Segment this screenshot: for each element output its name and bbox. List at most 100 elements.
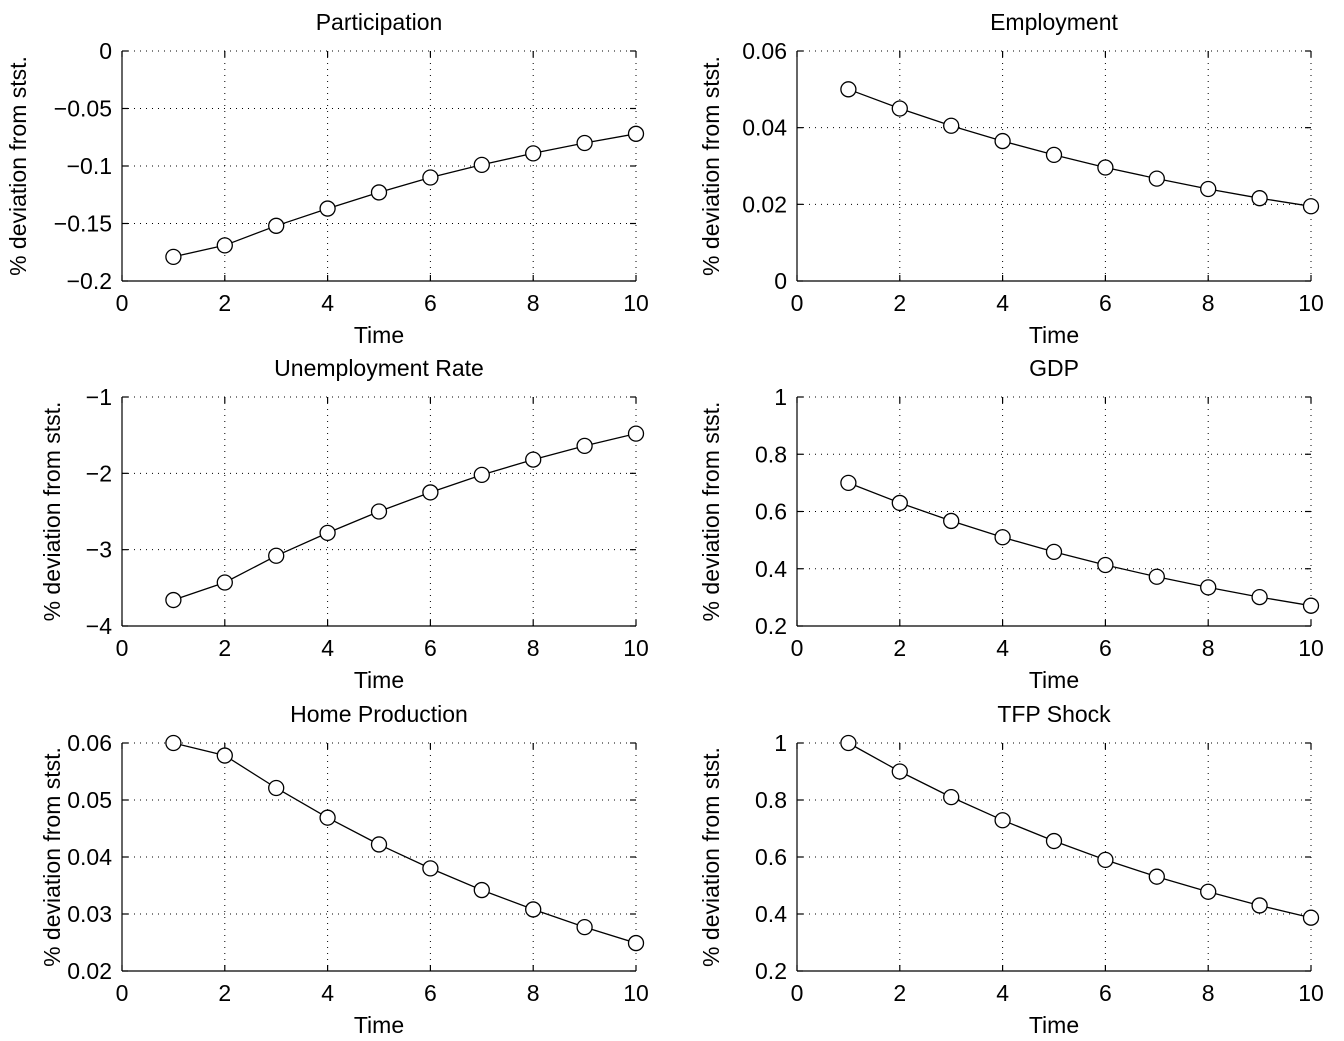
- panel-gdp: 0 2 4 6 8 10 1 0.8 0.6 0.4 0.2 GDP Time % deviation f…: [698, 355, 1324, 693]
- data-point-marker: [943, 789, 960, 806]
- x-tick-label: 2: [893, 980, 906, 1006]
- data-point-marker: [1302, 597, 1320, 614]
- data-point-marker: [1148, 868, 1165, 885]
- data-point-marker: [216, 747, 233, 764]
- x-axis-label: Time: [1029, 667, 1079, 693]
- panel-tfp-shock: 0 2 4 6 8 10 1 0.8 0.6 0.4 0.2 TFP Shock Time % devia…: [698, 701, 1324, 1038]
- x-tick-label: 6: [1099, 980, 1112, 1006]
- data-point-marker: [576, 918, 593, 936]
- data-point-marker: [627, 934, 645, 952]
- data-point-marker: [891, 100, 908, 117]
- y-tick-label: 0.2: [755, 958, 787, 984]
- data-point-marker: [422, 484, 439, 501]
- data-point-marker: [216, 237, 233, 254]
- x-tick-label: 2: [218, 635, 231, 661]
- y-tick-label: 0.4: [755, 901, 787, 927]
- y-tick-label: −1: [86, 384, 112, 410]
- y-axis-label: % deviation from stst.: [698, 56, 724, 276]
- data-point-marker: [319, 200, 336, 217]
- data-point-marker: [1200, 579, 1217, 596]
- panel-unemployment-rate: 0 2 4 6 8 10 −1 −2 −3 −4 Unemployment Rate Time % de…: [39, 355, 649, 693]
- data-point-marker: [943, 117, 960, 134]
- x-tick-label: 0: [116, 635, 129, 661]
- x-tick-label: 10: [1298, 290, 1324, 316]
- chart-title: Employment: [990, 9, 1118, 35]
- chart-title: Home Production: [290, 701, 468, 727]
- x-tick-label: 2: [218, 290, 231, 316]
- x-tick-label: 6: [424, 635, 437, 661]
- y-tick-label: 1: [774, 384, 787, 410]
- data-point-marker: [1097, 556, 1114, 574]
- y-tick-label: −4: [86, 613, 112, 639]
- y-axis-label: % deviation from stst.: [698, 402, 724, 622]
- series-line: [848, 742, 1312, 919]
- x-tick-label: 10: [1298, 635, 1324, 661]
- y-tick-label: 0: [99, 38, 112, 64]
- data-point-marker: [840, 474, 857, 492]
- data-point-marker: [165, 734, 182, 752]
- x-tick-label: 6: [1099, 635, 1112, 661]
- x-tick-label: 8: [527, 980, 540, 1006]
- data-point-marker: [994, 132, 1011, 150]
- data-point-marker: [268, 779, 285, 797]
- x-tick-label: 8: [527, 635, 540, 661]
- y-axis-label: % deviation from stst.: [39, 402, 65, 622]
- data-point-marker: [319, 524, 336, 542]
- x-tick-label: 2: [893, 290, 906, 316]
- x-tick-label: 8: [527, 290, 540, 316]
- data-point-marker: [994, 812, 1011, 829]
- panel-home-production: 0 2 4 6 8 10 0.06 0.05 0.04 0.03 0.02 Home Producti…: [39, 701, 649, 1038]
- data-point-marker: [1045, 832, 1063, 850]
- y-tick-label: 0.6: [755, 499, 787, 525]
- y-axis-label: % deviation from stst.: [39, 747, 65, 967]
- data-point-marker: [891, 494, 908, 512]
- chart-title: GDP: [1029, 355, 1079, 381]
- data-point-marker: [473, 466, 490, 484]
- y-tick-label: 0.8: [755, 787, 787, 813]
- x-axis-label: Time: [354, 667, 404, 693]
- data-point-marker: [1251, 190, 1268, 207]
- x-tick-label: 8: [1202, 635, 1215, 661]
- y-tick-label: 0.05: [67, 787, 112, 813]
- y-tick-label: 0.02: [742, 191, 787, 217]
- y-tick-label: −0.2: [67, 268, 112, 294]
- data-point-marker: [165, 591, 182, 609]
- x-tick-label: 8: [1202, 290, 1215, 316]
- series-line: [173, 742, 637, 944]
- data-point-marker: [165, 248, 182, 266]
- series-line: [173, 432, 637, 601]
- data-point-marker: [627, 425, 645, 442]
- y-tick-label: −0.1: [67, 153, 112, 179]
- data-point-marker: [840, 81, 857, 98]
- data-point-marker: [422, 169, 439, 186]
- chart-title: TFP Shock: [997, 701, 1111, 727]
- data-point-marker: [268, 547, 285, 564]
- y-tick-label: 1: [774, 730, 787, 756]
- x-tick-label: 10: [623, 980, 649, 1006]
- x-tick-label: 0: [791, 635, 804, 661]
- data-point-marker: [576, 437, 593, 455]
- y-tick-label: 0.8: [755, 441, 787, 467]
- x-tick-label: 10: [623, 635, 649, 661]
- x-axis-label: Time: [354, 1012, 404, 1038]
- data-point-marker: [1045, 543, 1063, 561]
- data-point-marker: [370, 184, 388, 201]
- data-point-marker: [1045, 146, 1063, 164]
- data-point-marker: [840, 734, 857, 752]
- data-point-marker: [268, 217, 285, 234]
- x-tick-label: 0: [791, 980, 804, 1006]
- data-point-marker: [943, 512, 960, 530]
- data-point-marker: [891, 763, 908, 780]
- x-tick-label: 2: [218, 980, 231, 1006]
- data-point-marker: [1097, 159, 1114, 176]
- y-tick-label: −0.15: [54, 211, 112, 237]
- data-point-marker: [1251, 897, 1268, 914]
- y-tick-label: 0.4: [755, 556, 787, 582]
- y-tick-label: 0.06: [67, 730, 112, 756]
- y-tick-label: −0.05: [54, 96, 112, 122]
- y-tick-label: 0.2: [755, 613, 787, 639]
- y-tick-label: −3: [86, 537, 112, 563]
- y-tick-label: 0.02: [67, 958, 112, 984]
- x-tick-label: 6: [424, 290, 437, 316]
